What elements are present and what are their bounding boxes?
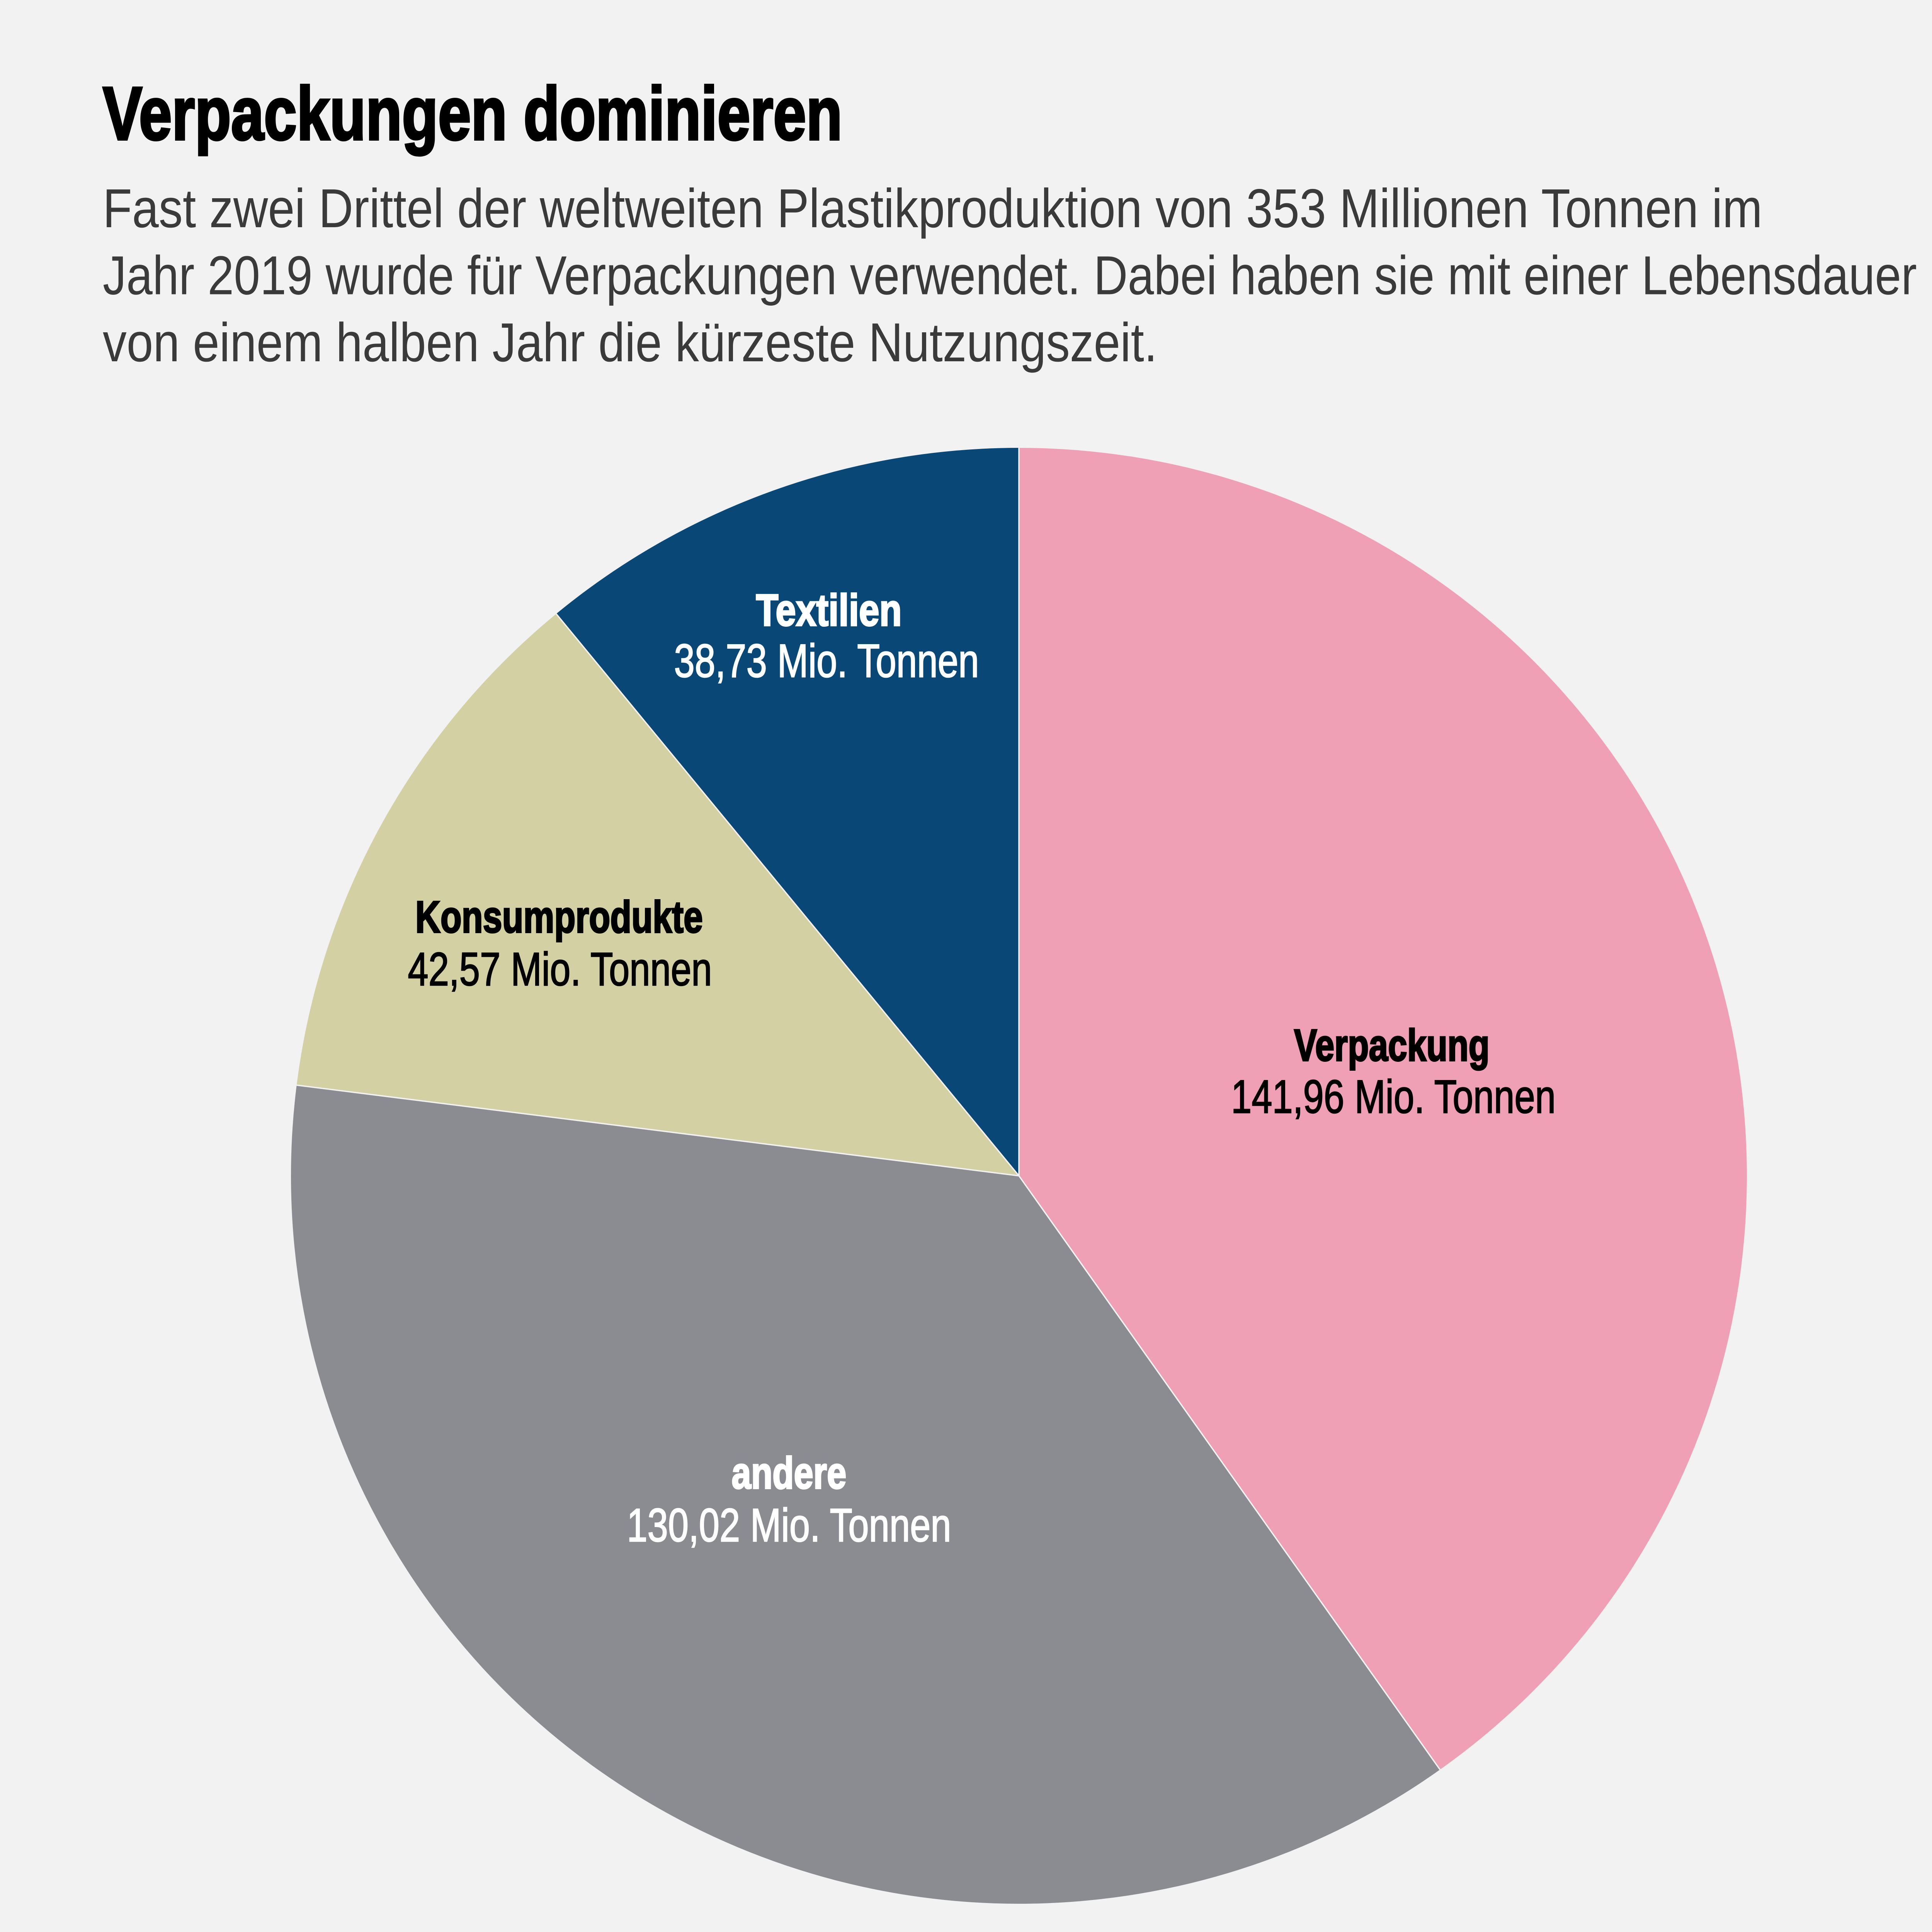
svg-text:38,73 Mio. Tonnen: 38,73 Mio. Tonnen <box>674 635 979 687</box>
svg-text:141,96 Mio. Tonnen: 141,96 Mio. Tonnen <box>1231 1071 1556 1123</box>
svg-text:von einem halben Jahr die kürz: von einem halben Jahr die kürzeste Nutzu… <box>103 312 1157 373</box>
svg-text:Jahr 2019 wurde für Verpackung: Jahr 2019 wurde für Verpackungen verwend… <box>103 245 1917 306</box>
svg-text:130,02 Mio. Tonnen: 130,02 Mio. Tonnen <box>627 1499 951 1552</box>
svg-text:42,57 Mio. Tonnen: 42,57 Mio. Tonnen <box>408 943 712 996</box>
svg-text:Textilien: Textilien <box>756 585 901 635</box>
svg-text:Fast zwei Drittel der weltweit: Fast zwei Drittel der weltweiten Plastik… <box>103 178 1762 239</box>
svg-text:andere: andere <box>731 1448 846 1498</box>
svg-text:Verpackung: Verpackung <box>1294 1020 1490 1070</box>
svg-text:Konsumprodukte: Konsumprodukte <box>415 892 703 942</box>
svg-text:Verpackungen dominieren: Verpackungen dominieren <box>103 71 842 156</box>
